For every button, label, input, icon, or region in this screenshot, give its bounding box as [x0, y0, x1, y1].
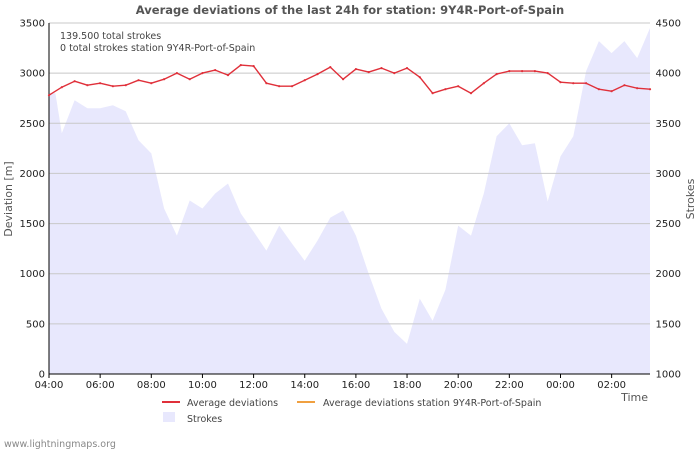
- avg-deviation-point: [444, 88, 447, 91]
- avg-deviation-point: [405, 67, 409, 70]
- avg-deviation-line: [48, 64, 651, 96]
- x-tick-label: 12:00: [239, 380, 268, 391]
- avg-deviation-point: [623, 84, 626, 87]
- y2-tick-label: 4000: [656, 69, 681, 80]
- avg-deviation-point: [457, 85, 460, 88]
- avg-deviation-point: [393, 72, 396, 75]
- avg-deviation-point: [559, 81, 562, 84]
- x-tick-label: 06:00: [86, 380, 115, 391]
- avg-deviation-point: [482, 82, 485, 85]
- avg-deviation-point: [226, 74, 230, 77]
- avg-deviation-point: [303, 79, 306, 82]
- y2-tick-label: 4500: [656, 19, 681, 30]
- avg-deviation-point: [60, 86, 63, 89]
- strokes-area: [49, 28, 650, 374]
- avg-deviation-point: [150, 82, 153, 85]
- x-tick-label: 02:00: [597, 380, 626, 391]
- avg-deviation-point: [495, 73, 498, 76]
- avg-deviation-point: [572, 82, 575, 85]
- avg-deviation-point: [533, 70, 537, 73]
- y-tick-label: 1000: [20, 269, 45, 280]
- avg-deviation-point: [316, 73, 319, 76]
- avg-deviation-point: [86, 84, 89, 87]
- x-tick-label: 04:00: [35, 380, 64, 391]
- x-tick-label: 08:00: [137, 380, 166, 391]
- avg-deviation-point: [252, 65, 255, 68]
- avg-deviation-point: [278, 85, 281, 88]
- x-tick-label: 20:00: [444, 380, 473, 391]
- avg-deviation-point: [367, 71, 370, 74]
- avg-deviation-point: [508, 70, 511, 73]
- avg-deviation-point: [124, 84, 127, 87]
- avg-deviation-point: [137, 79, 140, 82]
- avg-deviation-point: [188, 78, 191, 81]
- avg-deviation-point: [201, 72, 204, 75]
- legend: Average deviations Average deviations st…: [162, 398, 541, 425]
- avg-deviation-point: [418, 76, 421, 79]
- avg-deviation-point: [585, 82, 588, 85]
- avg-deviation-point: [469, 92, 473, 95]
- x-tick-label: 00:00: [546, 380, 575, 391]
- legend-swatch-strokes: [163, 412, 175, 422]
- avg-deviation-point: [175, 72, 178, 75]
- avg-deviation-point: [546, 72, 549, 75]
- annotation-total-strokes: 139.500 total strokes: [60, 31, 161, 42]
- avg-deviation-point: [342, 78, 345, 81]
- avg-deviation-point: [47, 94, 51, 97]
- avg-deviation-point: [290, 85, 294, 88]
- avg-deviation-point: [648, 88, 652, 91]
- x-tick-label: 14:00: [290, 380, 319, 391]
- x-tick-label: 18:00: [393, 380, 422, 391]
- y2-tick-label: 2000: [656, 269, 681, 280]
- grid-layer: [49, 22, 650, 325]
- avg-deviation-point: [610, 90, 613, 93]
- x-tick-label: 10:00: [188, 380, 217, 391]
- avg-deviation-point: [73, 80, 76, 83]
- avg-deviation-point: [163, 78, 166, 81]
- chart-title: Average deviations of the last 24h for s…: [136, 3, 564, 17]
- avg-deviation-point: [239, 64, 242, 67]
- strokes-area-layer: [49, 28, 650, 374]
- y-tick-label: 3000: [20, 69, 45, 80]
- x-axis-label: Time: [620, 391, 648, 404]
- y-tick-label: 2000: [20, 169, 45, 180]
- x-tick-label: 22:00: [495, 380, 524, 391]
- avg-deviation-point: [265, 82, 268, 85]
- deviation-line-layer: [47, 64, 652, 97]
- avg-deviation-point: [354, 68, 357, 71]
- y2-axis-label: Strokes: [684, 178, 697, 219]
- annotation-station-strokes: 0 total strokes station 9Y4R-Port-of-Spa…: [60, 43, 255, 54]
- avg-deviation-point: [380, 67, 383, 70]
- avg-deviation-point: [329, 66, 332, 69]
- credit-text: www.lightningmaps.org: [4, 439, 116, 450]
- y2-tick-label: 2500: [656, 219, 681, 230]
- avg-deviation-point: [214, 69, 217, 72]
- y2-tick-label: 1000: [656, 370, 681, 381]
- avg-deviation-point: [597, 88, 601, 91]
- y-axis-label: Deviation [m]: [2, 161, 15, 236]
- y-tick-label: 500: [26, 319, 45, 330]
- legend-label-avg: Average deviations: [187, 398, 278, 409]
- avg-deviation-point: [431, 92, 434, 95]
- y2-tick-label: 3500: [656, 119, 681, 130]
- avg-deviation-point: [99, 82, 102, 85]
- y2-tick-label: 1500: [656, 319, 681, 330]
- avg-deviation-point: [111, 85, 114, 88]
- y-tick-label: 3500: [20, 19, 45, 30]
- avg-deviation-point: [521, 70, 524, 73]
- y-tick-label: 1500: [20, 219, 45, 230]
- y-tick-label: 2500: [20, 119, 45, 130]
- legend-label-strokes: Strokes: [187, 414, 222, 425]
- y-tick-label: 0: [39, 370, 45, 381]
- avg-deviation-point: [636, 87, 639, 90]
- x-tick-label: 16:00: [341, 380, 370, 391]
- axis-layer: 0 500 1000 1500 2000 2500 3000 3500 1000 1500 2000…: [20, 19, 681, 392]
- legend-label-station: Average deviations station 9Y4R-Port-of-…: [323, 398, 541, 409]
- y2-tick-label: 3000: [656, 169, 681, 180]
